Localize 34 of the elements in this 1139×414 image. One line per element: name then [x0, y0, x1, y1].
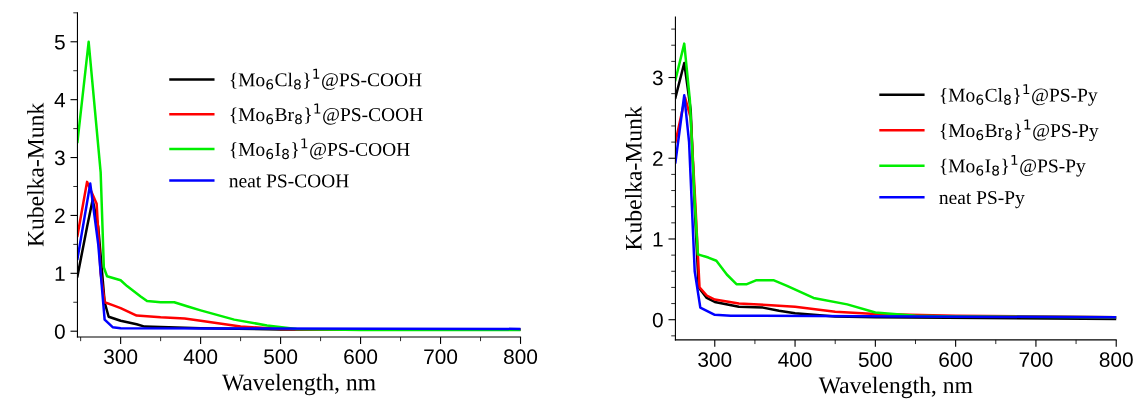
x-tick-label: 600 — [344, 349, 378, 365]
x-tick-label: 800 — [1099, 352, 1133, 367]
legend-label: neat PS-COOH — [229, 174, 349, 188]
x-axis-title: Wavelength, nm — [818, 376, 973, 399]
y-tick-label: 3 — [54, 150, 65, 166]
legend-label: {Mo$_{6}$I$_{8}$}$^{1}$@PS-Py — [940, 154, 1086, 177]
y-tick-label: 1 — [653, 232, 663, 247]
x-tick-label: 400 — [778, 352, 812, 367]
y-tick-label: 0 — [54, 324, 65, 339]
legend-label: {Mo$_{6}$I$_{8}$}$^{1}$@PS-COOH — [230, 138, 410, 160]
x-tick-label: 500 — [858, 352, 892, 367]
legend-label: {Mo$_{6}$Br$_{8}$}$^{1}$@PS-Py — [940, 119, 1099, 142]
y-axis-title: Kubelka-Munk — [625, 106, 642, 250]
x-tick-label: 700 — [424, 349, 458, 365]
legend-label: neat PS-Py — [939, 191, 1025, 209]
y-tick-label: 2 — [653, 151, 663, 166]
x-tick-label: 300 — [698, 352, 732, 367]
y-tick-label: 5 — [54, 34, 65, 50]
legend-label: {Mo$_{6}$Cl$_{8}$}$^{1}$@PS-Py — [940, 84, 1098, 106]
x-tick-label: 700 — [1019, 352, 1053, 367]
x-axis-title: Wavelength, nm — [221, 373, 376, 396]
y-tick-label: 2 — [55, 208, 65, 223]
x-tick-label: 400 — [183, 349, 218, 365]
x-tick-label: 600 — [939, 352, 973, 367]
y-axis-title: Kubelka-Munk — [27, 102, 44, 247]
x-tick-label: 800 — [504, 349, 538, 365]
x-tick-label: 300 — [104, 349, 138, 365]
legend-label: {Mo$_{6}$Br$_{8}$}$^{1}$@PS-COOH — [230, 103, 423, 125]
y-tick-label: 3 — [652, 70, 663, 86]
x-tick-label: 500 — [264, 349, 298, 365]
y-tick-label: 1 — [55, 266, 65, 281]
y-tick-label: 4 — [54, 92, 66, 108]
y-tick-label: 0 — [652, 312, 663, 328]
legend-label: {Mo$_{6}$Cl$_{8}$}$^{1}$@PS-COOH — [230, 68, 422, 90]
